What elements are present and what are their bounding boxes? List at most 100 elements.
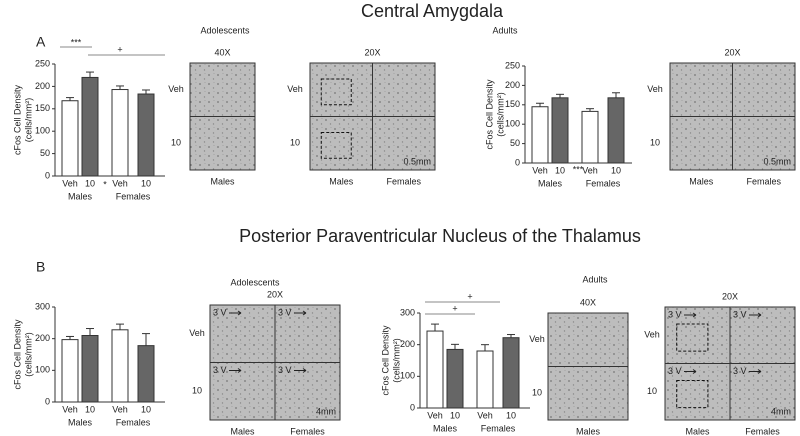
y-tick-label: 50 [510, 138, 520, 148]
bar [531, 106, 549, 164]
group-label: Females [586, 178, 621, 188]
scale-bar-label: 0.5mm [763, 156, 791, 166]
column-label: Females [386, 176, 421, 186]
row-label: 10 [532, 388, 542, 398]
magnification: 20X [267, 289, 283, 299]
annotation: + [117, 44, 122, 54]
group-label: Males [538, 178, 563, 188]
bar [607, 97, 625, 164]
row-label: Veh [287, 84, 303, 94]
group-heading: Adolescents [230, 277, 280, 287]
bar [551, 97, 569, 164]
bar [502, 337, 520, 409]
y-tick-label: 0 [45, 396, 50, 406]
x-tick-label: Veh [532, 165, 548, 175]
y-tick-label: 100 [35, 126, 50, 136]
y-tick-label: 100 [505, 119, 520, 129]
marker-arrow [757, 314, 762, 318]
magnification: 20X [722, 291, 738, 301]
bar [446, 348, 464, 409]
column-label: Males [689, 176, 714, 186]
y-axis-unit: (cells/mm²) [23, 332, 33, 377]
column-label: Males [576, 426, 601, 436]
section-title: Central Amygdala [361, 1, 504, 21]
x-tick-label: 10 [506, 410, 516, 420]
marker-arrow [237, 312, 242, 316]
column-label: Males [230, 426, 255, 436]
marker-arrow [302, 370, 307, 373]
marker-label: 3 V [213, 365, 227, 375]
bar [81, 335, 99, 403]
row-label: 10 [171, 138, 181, 148]
magnification: 20X [364, 47, 380, 57]
bar [426, 330, 444, 409]
marker-arrow [302, 368, 307, 371]
scale-bar-label: 0.5mm [403, 156, 431, 166]
marker-arrow [237, 368, 242, 371]
bar [137, 93, 155, 177]
x-tick-label: 10 [450, 410, 460, 420]
bar [61, 100, 79, 177]
row-label: 10 [647, 386, 657, 396]
bar [581, 110, 599, 164]
y-tick-label: 0 [410, 402, 415, 412]
bar [137, 345, 155, 403]
column-label: Males [685, 426, 710, 436]
panel-label: B [36, 259, 45, 275]
y-tick-label: 300 [400, 307, 415, 317]
y-tick-label: 250 [505, 60, 520, 70]
x-tick-label: Veh [62, 404, 78, 414]
bar [111, 89, 129, 177]
x-tick-label: 10 [85, 404, 95, 414]
y-axis-label: cFos Cell Density [484, 79, 494, 150]
x-tick-label: 10 [141, 178, 151, 188]
annotation: *** [573, 164, 584, 174]
x-tick-label: Veh [112, 404, 128, 414]
y-tick-label: 200 [505, 80, 520, 90]
y-tick-label: 100 [35, 365, 50, 375]
group-heading: Adults [582, 274, 608, 284]
marker-label: 3 V [733, 366, 747, 376]
y-tick-label: 200 [35, 81, 50, 91]
marker-label: 3 V [668, 309, 682, 319]
x-tick-label: Veh [477, 410, 493, 420]
group-heading: Adolescents [200, 25, 250, 35]
zoom-region [676, 323, 709, 352]
row-label: 10 [650, 138, 660, 148]
y-axis-unit: (cells/mm²) [23, 98, 33, 143]
group-label: Males [68, 191, 93, 201]
y-tick-label: 300 [35, 301, 50, 311]
row-label: Veh [647, 84, 663, 94]
marker-label: 3 V [668, 366, 682, 376]
x-tick-label: 10 [85, 178, 95, 188]
x-tick-label: Veh [427, 410, 443, 420]
bar [81, 76, 99, 177]
group-label: Females [116, 417, 151, 427]
zoom-region [676, 379, 709, 409]
marker-arrow [757, 371, 762, 374]
marker-arrow [757, 312, 762, 316]
marker-arrow [302, 310, 307, 314]
column-label: Females [290, 426, 325, 436]
row-label: Veh [168, 84, 184, 94]
y-axis-unit: (cells/mm²) [495, 92, 505, 137]
y-axis-label: cFos Cell Density [12, 84, 22, 155]
group-label: Males [68, 417, 93, 427]
column-label: Females [745, 426, 780, 436]
y-tick-label: 0 [515, 157, 520, 167]
y-tick-label: 200 [35, 333, 50, 343]
marker-arrow [237, 370, 242, 373]
y-tick-label: 100 [400, 371, 415, 381]
marker-label: 3 V [213, 307, 227, 317]
magnification: 20X [724, 47, 740, 57]
x-tick-label: 10 [555, 165, 565, 175]
zoom-region [320, 78, 352, 106]
y-axis-label: cFos Cell Density [380, 325, 390, 396]
x-tick-label: 10 [141, 404, 151, 414]
panel-label: A [36, 34, 46, 50]
marker-arrow [757, 369, 762, 372]
section-title: Posterior Paraventricular Nucleus of the… [239, 226, 641, 246]
x-tick-label: Veh [62, 178, 78, 188]
magnification: 40X [214, 47, 230, 57]
